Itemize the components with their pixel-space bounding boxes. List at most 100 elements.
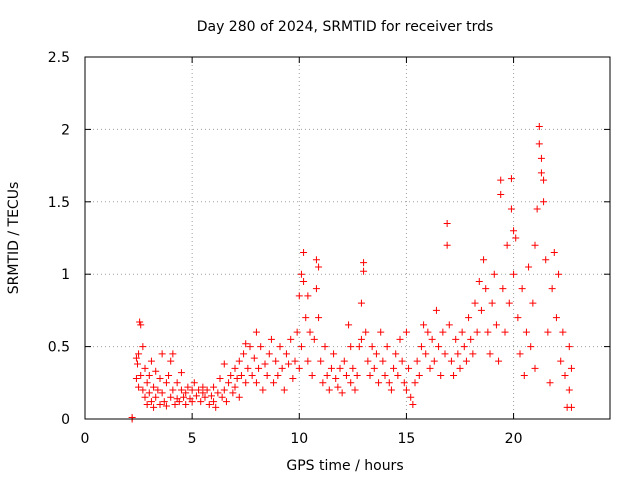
- data-point: [531, 364, 539, 372]
- y-axis-ticks: 0 0.5 1 1.5 2 2.5: [48, 50, 610, 428]
- data-point: [473, 328, 481, 336]
- data-point: [390, 364, 398, 372]
- data-point: [270, 379, 278, 387]
- data-point: [167, 357, 175, 365]
- data-point: [507, 205, 515, 213]
- data-point: [467, 335, 475, 343]
- data-point: [308, 372, 316, 380]
- data-point: [156, 401, 164, 409]
- data-point: [499, 285, 507, 293]
- data-point: [398, 357, 406, 365]
- data-point: [402, 386, 410, 394]
- data-point: [402, 328, 410, 336]
- data-point: [242, 340, 250, 348]
- data-point: [188, 386, 196, 394]
- data-point: [426, 364, 434, 372]
- data-point: [246, 343, 254, 351]
- data-point: [306, 328, 314, 336]
- data-point: [154, 386, 162, 394]
- data-point: [437, 372, 445, 380]
- data-point: [237, 372, 245, 380]
- data-point: [396, 335, 404, 343]
- data-point: [319, 379, 327, 387]
- data-point: [520, 372, 528, 380]
- data-point: [156, 374, 164, 382]
- data-point: [409, 401, 417, 409]
- data-point: [518, 285, 526, 293]
- data-point: [567, 403, 575, 411]
- data-point: [158, 350, 166, 358]
- data-point: [304, 357, 312, 365]
- data-point: [385, 379, 393, 387]
- data-point: [152, 367, 160, 375]
- data-point: [132, 374, 140, 382]
- x-axis-ticks: 0 5 10 15 20: [81, 57, 523, 447]
- data-point: [302, 314, 310, 322]
- data-point: [315, 314, 323, 322]
- data-point: [267, 335, 275, 343]
- data-point: [295, 364, 303, 372]
- data-point: [139, 386, 147, 394]
- data-point: [171, 401, 179, 409]
- data-point: [469, 350, 477, 358]
- data-point: [460, 343, 468, 351]
- data-point: [134, 360, 141, 368]
- data-point: [248, 372, 256, 380]
- data-point: [287, 335, 295, 343]
- data-point: [514, 314, 522, 322]
- data-point: [347, 379, 355, 387]
- data-point: [432, 306, 440, 314]
- data-point: [435, 343, 443, 351]
- data-point: [462, 357, 470, 365]
- data-point: [531, 241, 539, 249]
- data-point: [542, 256, 550, 264]
- x-axis-label: GPS time / hours: [286, 458, 403, 474]
- data-point: [222, 398, 230, 406]
- data-point: [383, 343, 391, 351]
- data-point: [477, 306, 485, 314]
- data-point: [430, 357, 438, 365]
- data-point: [203, 386, 211, 394]
- data-point: [207, 392, 215, 400]
- data-point: [497, 191, 505, 199]
- data-point: [259, 386, 267, 394]
- data-point: [242, 379, 250, 387]
- data-point: [177, 369, 185, 377]
- data-point: [182, 389, 190, 397]
- grid: [85, 57, 610, 419]
- data-point: [540, 176, 548, 184]
- data-point: [317, 357, 325, 365]
- data-series: [128, 123, 575, 423]
- data-point: [360, 267, 368, 275]
- data-point: [152, 393, 160, 401]
- data-point: [145, 389, 153, 397]
- data-point: [351, 386, 359, 394]
- data-point: [195, 386, 203, 394]
- data-point: [484, 328, 492, 336]
- data-point: [537, 154, 545, 162]
- data-point: [338, 389, 346, 397]
- x-tick-label: 20: [505, 431, 523, 447]
- chart-title: Day 280 of 2024, SRMTID for receiver trd…: [197, 19, 494, 35]
- data-point: [252, 328, 260, 336]
- data-point: [456, 364, 464, 372]
- data-point: [428, 335, 436, 343]
- data-point: [184, 383, 192, 391]
- data-point: [394, 372, 402, 380]
- data-point: [392, 350, 400, 358]
- data-point: [420, 321, 428, 329]
- data-point: [265, 350, 273, 358]
- data-point: [274, 372, 282, 380]
- data-point: [559, 328, 567, 336]
- data-point: [527, 343, 535, 351]
- data-point: [250, 354, 258, 362]
- data-point: [285, 360, 293, 368]
- data-point: [482, 285, 490, 293]
- data-point: [533, 205, 541, 213]
- y-tick-label: 2: [61, 122, 70, 138]
- data-point: [486, 350, 494, 358]
- data-point: [225, 379, 233, 387]
- plot-frame: [84, 56, 611, 420]
- data-point: [516, 350, 524, 358]
- data-point: [544, 328, 552, 336]
